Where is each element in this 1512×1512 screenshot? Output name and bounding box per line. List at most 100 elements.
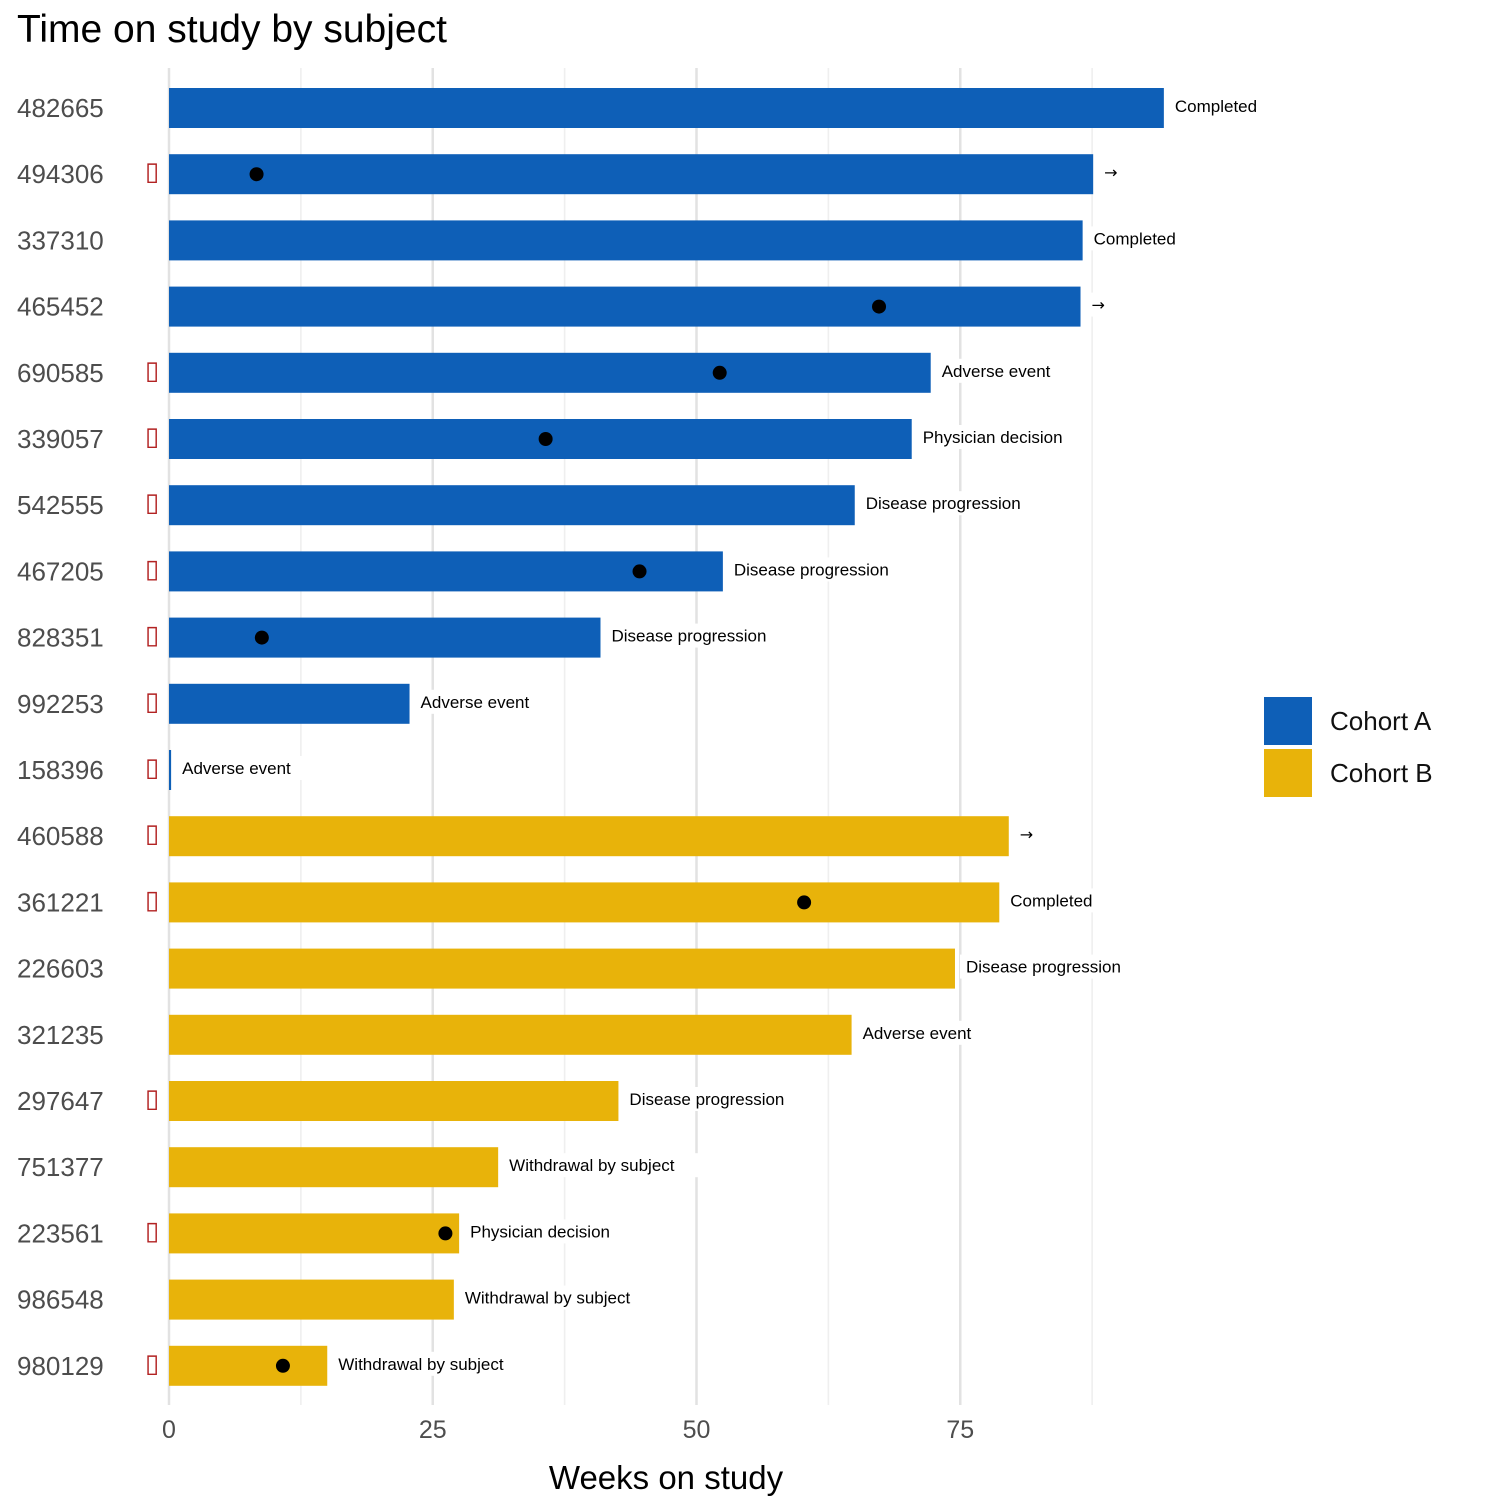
bar bbox=[169, 88, 1164, 128]
status-label-bg bbox=[1013, 822, 1035, 847]
bar bbox=[169, 1147, 499, 1188]
y-tick-label: 361221 bbox=[17, 887, 104, 917]
status-label: Disease progression bbox=[629, 1090, 784, 1109]
bar bbox=[169, 1345, 328, 1386]
bar bbox=[169, 750, 172, 790]
status-label-bg bbox=[503, 1153, 701, 1178]
x-tick-label: 50 bbox=[683, 1416, 711, 1444]
status-label-bg bbox=[856, 1020, 984, 1045]
y-tick-label: 339057 bbox=[17, 424, 104, 454]
flag-marker: ▯ bbox=[145, 621, 159, 651]
status-label-bg bbox=[1085, 292, 1106, 317]
status-label: Completed bbox=[1094, 229, 1176, 248]
x-tick-label: 75 bbox=[946, 1416, 974, 1444]
flag-marker: ▯ bbox=[145, 885, 159, 915]
y-tick-label: 297647 bbox=[17, 1086, 104, 1116]
bar bbox=[169, 154, 1094, 195]
legend-swatch-cohort-b bbox=[1264, 749, 1312, 797]
x-axis-title: Weeks on study bbox=[549, 1459, 784, 1496]
bar bbox=[169, 551, 723, 592]
event-point bbox=[254, 630, 269, 645]
y-tick-label: 542555 bbox=[17, 490, 104, 520]
bar bbox=[169, 617, 601, 658]
status-label: Withdrawal by subject bbox=[338, 1355, 504, 1374]
y-tick-label: 223561 bbox=[17, 1218, 104, 1248]
label-layer: Completed → Completed → Adverse event Physici… bbox=[176, 94, 1261, 1376]
status-label: Disease progression bbox=[734, 560, 889, 579]
legend-label-cohort-b: Cohort B bbox=[1330, 757, 1433, 788]
status-label: Physician decision bbox=[923, 428, 1063, 447]
status-label: Withdrawal by subject bbox=[465, 1289, 631, 1308]
bar bbox=[169, 485, 855, 526]
status-label: Completed bbox=[1175, 97, 1257, 116]
event-point bbox=[249, 167, 264, 182]
flag-marker: ▯ bbox=[145, 157, 159, 187]
bar bbox=[169, 220, 1083, 261]
bar bbox=[169, 1081, 619, 1121]
event-point bbox=[438, 1226, 453, 1241]
status-label-bg bbox=[935, 358, 1063, 383]
y-tick-label: 321235 bbox=[17, 1020, 104, 1050]
y-tick-label: 992253 bbox=[17, 689, 104, 719]
status-label-bg bbox=[414, 689, 542, 714]
grid-layer bbox=[167, 68, 1093, 1405]
status-label: Adverse event bbox=[182, 759, 291, 778]
flag-marker: ▯ bbox=[145, 422, 159, 452]
bar bbox=[169, 1014, 852, 1055]
y-tick-label: 482665 bbox=[17, 93, 104, 123]
status-label: → bbox=[1020, 825, 1033, 844]
status-label: Adverse event bbox=[863, 1024, 972, 1043]
status-label: Adverse event bbox=[421, 693, 530, 712]
y-tick-label: 467205 bbox=[17, 556, 104, 586]
y-tick-label: 828351 bbox=[17, 623, 104, 653]
legend-item-cohort-b[interactable]: Cohort B bbox=[1264, 747, 1433, 799]
event-point bbox=[872, 299, 887, 314]
y-tick-label: 494306 bbox=[17, 159, 104, 189]
flag-marker: ▯ bbox=[145, 1216, 159, 1246]
status-label-bg bbox=[458, 1285, 657, 1310]
status-label-bg bbox=[176, 756, 304, 780]
status-label: Disease progression bbox=[866, 494, 1021, 513]
y-tick-label: 158396 bbox=[17, 755, 104, 785]
status-label-bg bbox=[859, 491, 1040, 516]
bar bbox=[169, 286, 1081, 327]
status-label-bg bbox=[1168, 94, 1261, 118]
flag-marker: ▯ bbox=[145, 819, 159, 849]
status-label: Adverse event bbox=[942, 362, 1051, 381]
bar bbox=[169, 1279, 454, 1320]
status-label-bg bbox=[623, 1087, 804, 1111]
flag-marker: ▯ bbox=[145, 1349, 159, 1379]
axis-layer: 0 25 50 75 Weeks on study 482665 494306 ▯ 337310… bbox=[17, 93, 974, 1496]
bar-layer bbox=[169, 88, 1164, 1386]
bar bbox=[169, 352, 931, 393]
y-tick-label: 980129 bbox=[17, 1351, 104, 1381]
y-tick-label: 226603 bbox=[17, 954, 104, 984]
legend-item-cohort-a[interactable]: Cohort A bbox=[1264, 695, 1433, 747]
y-tick-label: 465452 bbox=[17, 292, 104, 322]
status-label: Disease progression bbox=[611, 627, 766, 646]
bar bbox=[169, 882, 1000, 923]
status-label: Physician decision bbox=[470, 1222, 610, 1241]
legend-swatch-cohort-a bbox=[1264, 697, 1312, 745]
status-label-bg bbox=[1098, 160, 1119, 185]
status-label: Disease progression bbox=[966, 958, 1121, 977]
status-label-bg bbox=[605, 623, 786, 648]
flag-marker: ▯ bbox=[145, 488, 159, 518]
y-tick-label: 751377 bbox=[17, 1152, 104, 1182]
legend: Cohort A Cohort B bbox=[1264, 695, 1433, 799]
status-label-bg bbox=[916, 425, 1088, 449]
status-label: Completed bbox=[1010, 891, 1092, 910]
status-label: → bbox=[1092, 296, 1105, 315]
status-label-bg bbox=[464, 1219, 636, 1244]
legend-label-cohort-a: Cohort A bbox=[1330, 705, 1432, 736]
status-label-bg bbox=[727, 557, 908, 582]
event-point bbox=[538, 432, 553, 446]
y-tick-label: 460588 bbox=[17, 821, 104, 851]
flag-marker: ▯ bbox=[145, 687, 159, 717]
status-label-bg bbox=[959, 954, 1140, 979]
event-point bbox=[797, 895, 812, 910]
event-point bbox=[632, 564, 647, 579]
bar bbox=[169, 683, 410, 724]
status-label-bg bbox=[332, 1351, 530, 1376]
y-tick-label: 986548 bbox=[17, 1285, 104, 1315]
